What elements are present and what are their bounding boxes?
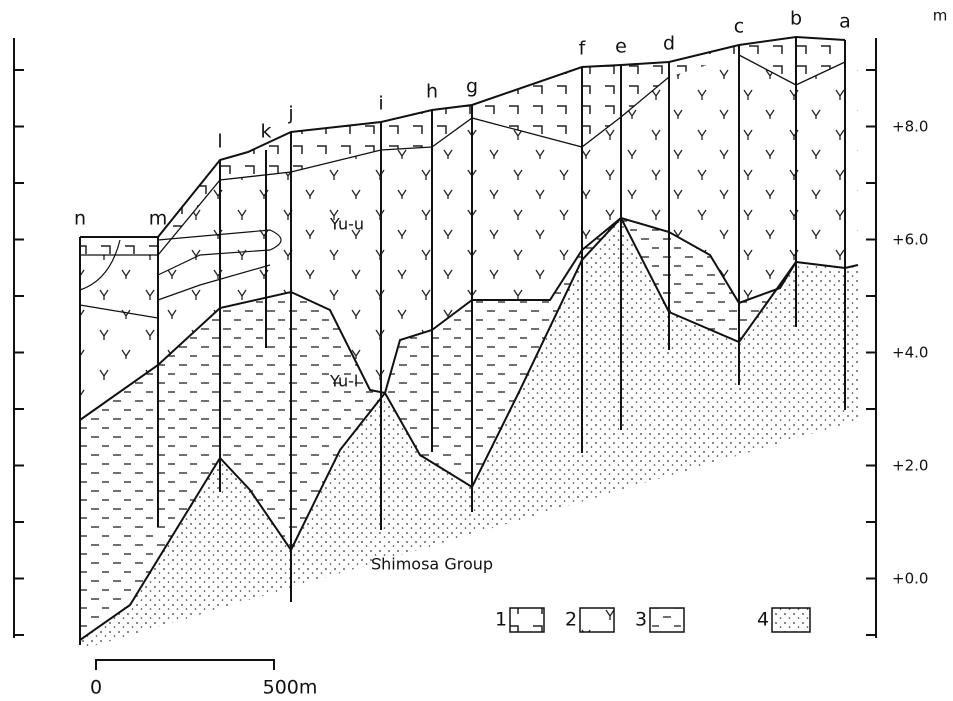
axis-label: +0.0 bbox=[892, 570, 928, 588]
borehole-label: l bbox=[217, 131, 222, 153]
legend-swatch bbox=[580, 608, 614, 632]
legend-swatch bbox=[510, 608, 544, 632]
unit-label: Shimosa Group bbox=[371, 555, 493, 574]
unit-label: Yu-l bbox=[329, 372, 358, 391]
borehole-label: g bbox=[466, 76, 478, 98]
axis-label: +8.0 bbox=[892, 118, 928, 136]
cross-section: m Yu-u Yu-l Shimosa Group 0 500m n m l kj i h… bbox=[0, 0, 953, 701]
borehole-label: h bbox=[426, 81, 438, 103]
borehole-label: i bbox=[378, 93, 383, 115]
unit-label: Yu-u bbox=[329, 215, 364, 234]
axis-label: +4.0 bbox=[892, 344, 928, 362]
legend-swatch bbox=[650, 608, 684, 632]
scale-label: 500m bbox=[263, 677, 318, 699]
legend-number: 2 bbox=[565, 609, 577, 631]
borehole-label: c bbox=[734, 16, 744, 38]
axis-unit: m bbox=[933, 7, 948, 25]
borehole-label: e bbox=[615, 36, 627, 58]
legend-number: 4 bbox=[757, 609, 769, 631]
scale-label: 0 bbox=[90, 677, 102, 699]
axis-label: +2.0 bbox=[892, 457, 928, 475]
borehole-label: k bbox=[260, 121, 271, 143]
legend-number: 1 bbox=[495, 609, 507, 631]
borehole-label: a bbox=[839, 11, 851, 33]
axis-label: +6.0 bbox=[892, 231, 928, 249]
borehole-label: n bbox=[74, 208, 86, 230]
legend-swatch bbox=[772, 608, 810, 632]
legend-number: 3 bbox=[635, 609, 647, 631]
scale-bar: 0 500m bbox=[90, 660, 317, 699]
borehole-label: m bbox=[149, 208, 168, 230]
borehole-label: b bbox=[790, 8, 802, 30]
borehole-label: j bbox=[287, 103, 293, 125]
borehole-label: f bbox=[579, 38, 587, 60]
borehole-label: d bbox=[663, 33, 675, 55]
